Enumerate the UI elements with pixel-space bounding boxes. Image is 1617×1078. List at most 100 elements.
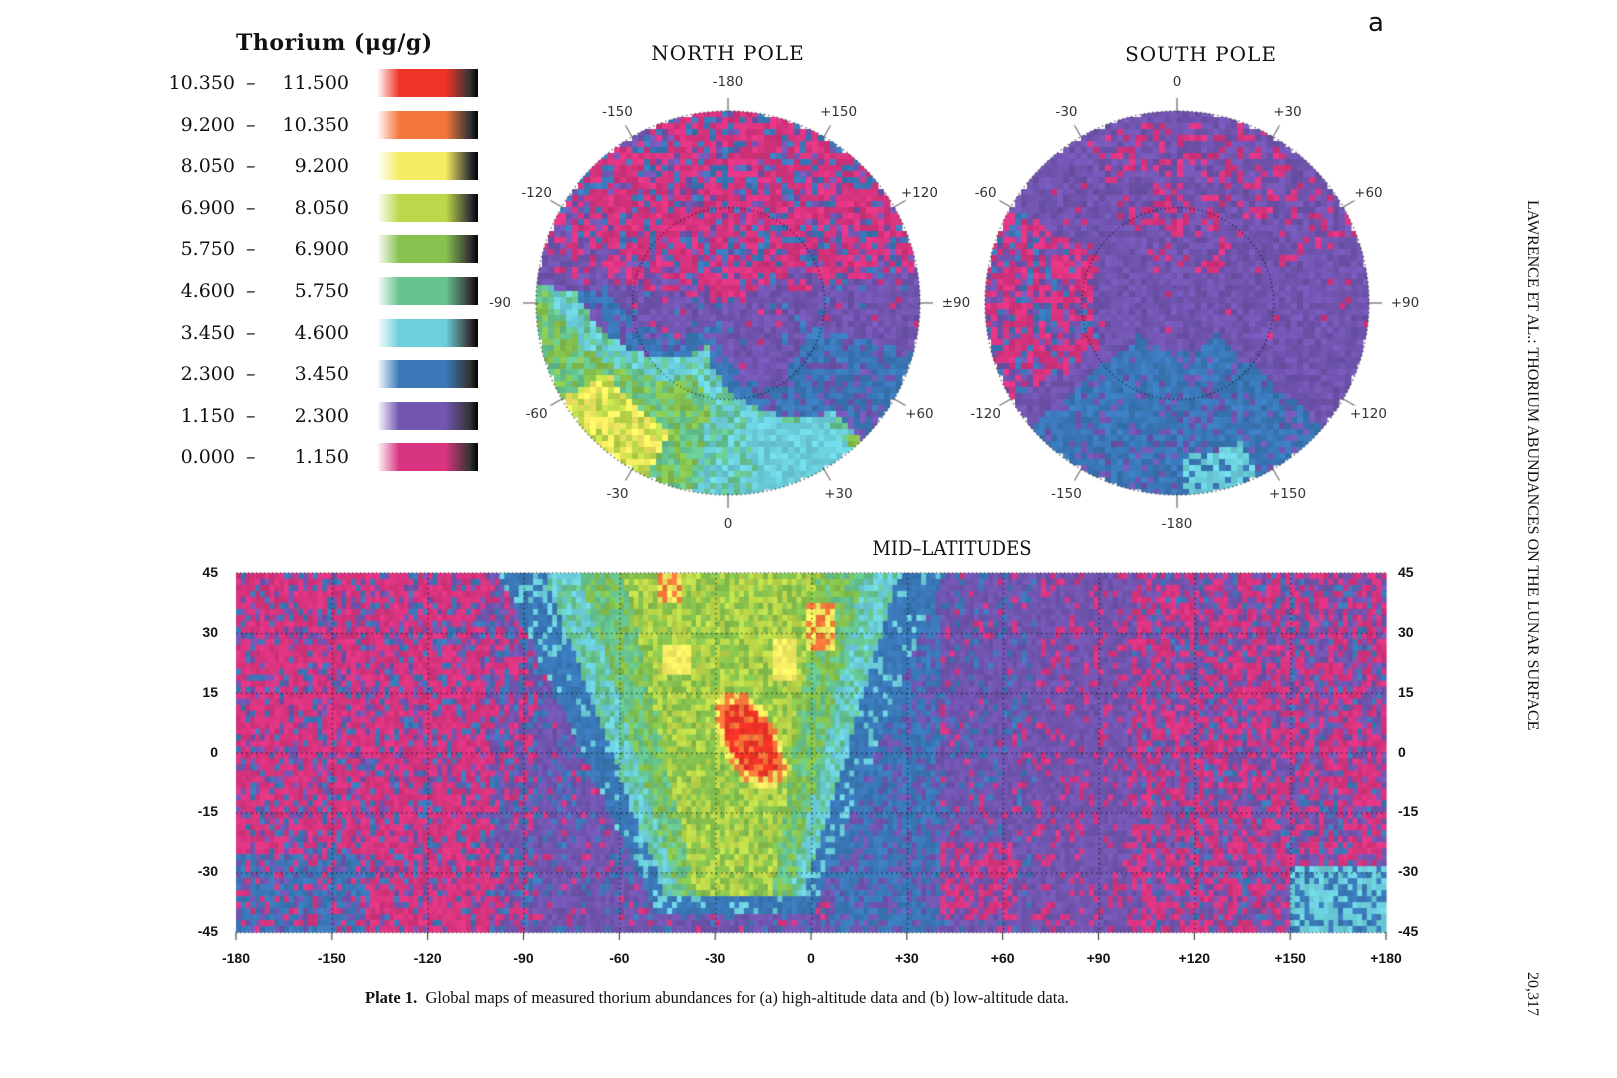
- legend-low-value: 3.450: [180, 321, 235, 344]
- legend-dash: –: [246, 155, 256, 178]
- lon-tick-label: -60: [609, 950, 630, 966]
- legend-color-swatch: [377, 110, 478, 139]
- north-pole-title: NORTH POLE: [651, 41, 805, 65]
- longitude-label: 0: [723, 516, 733, 532]
- legend-dash: –: [246, 72, 256, 94]
- lon-tick-label: +150: [1274, 950, 1306, 966]
- legend-color-swatch: [377, 318, 478, 347]
- lat-tick-label-right: 0: [1398, 743, 1406, 760]
- lon-tick-label: 0: [807, 950, 815, 966]
- lon-tick-label: +180: [1370, 950, 1402, 966]
- legend-high-value: 2.300: [294, 404, 349, 427]
- longitude-label: -180: [712, 74, 744, 90]
- north-pole-map: [508, 83, 948, 523]
- lon-tick-label: +120: [1178, 950, 1211, 966]
- legend-high-value: 4.600: [294, 321, 349, 344]
- longitude-label: -30: [1055, 103, 1078, 120]
- legend-row: 1.150– 2.300: [160, 401, 490, 432]
- page-number: 20,317: [1524, 972, 1541, 1016]
- legend-low-value: 1.150: [180, 404, 235, 427]
- legend-low-value: 10.350: [168, 72, 235, 94]
- legend-row: 0.000– 1.150: [160, 443, 490, 473]
- lon-tick-label: -120: [413, 950, 442, 966]
- legend-dash: –: [246, 363, 256, 386]
- legend-dash: –: [246, 321, 256, 344]
- legend-dash: –: [246, 196, 256, 219]
- legend-row: 6.900– 8.050: [160, 193, 490, 224]
- longitude-label: -60: [974, 184, 997, 201]
- legend-row: 4.600– 5.750: [160, 277, 490, 307]
- legend-color-swatch: [377, 277, 478, 305]
- legend-dash: –: [246, 280, 256, 302]
- figure-caption: Plate 1. Global maps of measured thorium…: [365, 988, 1205, 1008]
- legend-high-value: 1.150: [294, 446, 349, 469]
- legend-high-value: 3.450: [294, 363, 349, 386]
- legend-high-value: 8.050: [294, 196, 349, 219]
- longitude-label: -150: [1051, 486, 1082, 503]
- longitude-label: -180: [1161, 516, 1193, 532]
- lon-tick-label: +90: [1086, 950, 1111, 966]
- legend-color-swatch: [377, 69, 478, 97]
- longitude-label: 0: [1172, 74, 1182, 90]
- legend-low-value: 0.000: [180, 446, 235, 469]
- lat-tick-label-right: 30: [1398, 623, 1414, 640]
- longitude-label: +150: [819, 103, 858, 120]
- lat-tick-label-right: 45: [1398, 564, 1414, 580]
- lon-tick-label: -180: [221, 950, 251, 966]
- legend-row: 5.750– 6.900: [160, 235, 490, 265]
- lat-tick-label-right: -45: [1398, 923, 1419, 939]
- lat-tick-label-left: -45: [197, 923, 218, 939]
- legend-dash: –: [246, 404, 256, 427]
- longitude-label: +120: [900, 184, 938, 201]
- legend-low-value: 4.600: [180, 280, 235, 302]
- caption-label: Plate 1.: [365, 988, 418, 1007]
- legend-color-swatch: [377, 360, 478, 389]
- south-pole-title: SOUTH POLE: [1125, 42, 1277, 66]
- lat-tick-label-left: 15: [202, 683, 218, 700]
- legend-color-swatch: [377, 235, 478, 264]
- legend-dash: –: [246, 238, 256, 261]
- longitude-label: -60: [525, 405, 548, 422]
- legend-high-value: 6.900: [294, 238, 349, 261]
- legend-high-value: 11.500: [282, 72, 349, 94]
- mid-latitudes-map: [221, 563, 1401, 943]
- lat-tick-label-left: -30: [197, 863, 218, 880]
- legend-low-value: 8.050: [180, 155, 235, 178]
- lon-tick-label: -30: [705, 950, 726, 966]
- lon-tick-label: -90: [513, 950, 534, 966]
- legend-dash: –: [246, 446, 256, 469]
- legend-row: 9.200– 10.350: [160, 110, 490, 141]
- longitude-label: ±90: [941, 295, 971, 311]
- legend-high-value: 10.350: [282, 113, 349, 136]
- legend-high-value: 5.750: [294, 280, 349, 302]
- legend-row: 3.450– 4.600: [160, 318, 490, 349]
- legend-row: 8.050– 9.200: [160, 152, 490, 182]
- lat-tick-label-left: 0: [210, 743, 218, 760]
- panel-letter: a: [1368, 8, 1384, 38]
- legend-dash: –: [246, 113, 256, 136]
- lat-tick-label-left: 45: [202, 564, 218, 580]
- lon-tick-label: +60: [990, 950, 1015, 966]
- running-head: LAWRENCE ET AL.: THORIUM ABUNDANCES ON T…: [1524, 200, 1541, 731]
- mid-latitudes-title: MID–LATITUDES: [872, 536, 1032, 560]
- legend-color-swatch: [377, 401, 478, 430]
- longitude-label: +120: [1349, 405, 1387, 422]
- lat-tick-label-right: -30: [1398, 863, 1419, 880]
- legend-high-value: 9.200: [294, 155, 349, 178]
- longitude-label: -30: [606, 486, 629, 503]
- longitude-label: -150: [602, 103, 633, 120]
- lat-tick-label-left: -15: [197, 803, 218, 820]
- lat-tick-label-left: 30: [202, 623, 218, 640]
- longitude-label: +30: [824, 486, 853, 503]
- legend-row: 2.300– 3.450: [160, 360, 490, 390]
- lon-tick-label: +30: [894, 950, 919, 966]
- legend-row: 10.350– 11.500: [160, 69, 490, 99]
- longitude-label: -120: [970, 405, 1001, 422]
- longitude-label: +60: [1354, 184, 1383, 201]
- legend-color-swatch: [377, 443, 478, 472]
- longitude-label: -90: [488, 295, 512, 311]
- legend-color-swatch: [377, 152, 478, 181]
- south-pole-map: [957, 83, 1397, 523]
- lon-tick-label: -150: [317, 950, 346, 966]
- legend-title: Thorium (μg/g): [236, 30, 433, 56]
